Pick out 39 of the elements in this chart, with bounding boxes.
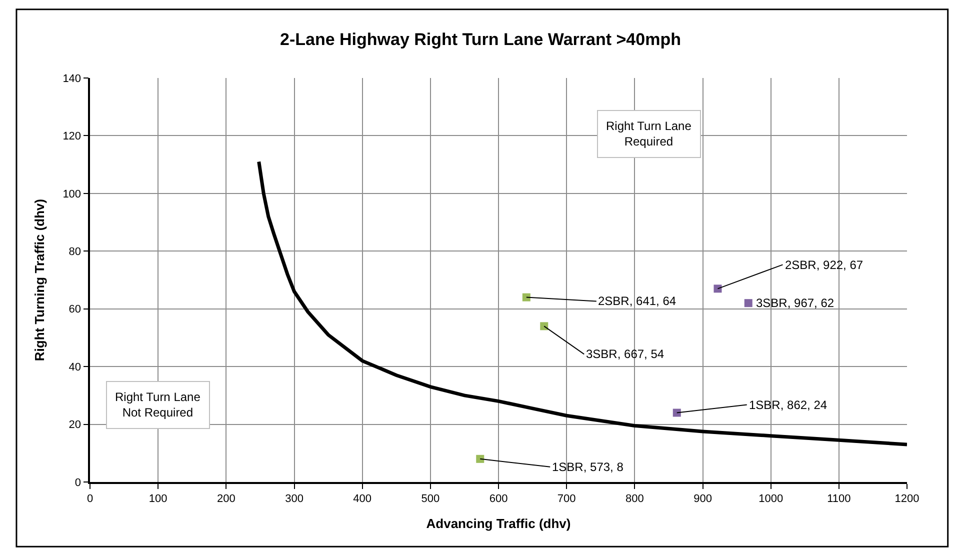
x-tick-label: 200 bbox=[216, 492, 236, 505]
y-tick-label: 100 bbox=[62, 188, 82, 200]
x-tick-label: 900 bbox=[694, 492, 712, 505]
data-label: 2SBR, 641, 64 bbox=[598, 294, 676, 308]
y-tick-label: 140 bbox=[62, 72, 82, 85]
x-tick-label: 1000 bbox=[758, 492, 784, 505]
y-tick-label: 120 bbox=[62, 130, 82, 143]
x-tick-label: 1200 bbox=[894, 492, 920, 505]
annotation: Right Turn Lane Required bbox=[606, 119, 692, 149]
y-tick-label: 20 bbox=[68, 419, 82, 432]
line-series bbox=[257, 160, 907, 446]
point bbox=[714, 284, 722, 293]
x-tick-label: 800 bbox=[625, 492, 644, 505]
y-tick-label: 0 bbox=[74, 476, 82, 489]
x-tick-label: 600 bbox=[489, 492, 508, 505]
x-tick-label: 1100 bbox=[827, 492, 851, 505]
data-label: 1SBR, 573, 8 bbox=[552, 460, 624, 474]
x-tick-label: 400 bbox=[353, 492, 372, 505]
x-axis-title: Advancing Traffic (dhv) bbox=[426, 516, 571, 532]
x-tick-label: 100 bbox=[148, 492, 168, 505]
point bbox=[522, 293, 530, 302]
point bbox=[540, 322, 548, 330]
x-tick-label: 500 bbox=[421, 492, 440, 505]
x-tick-label: 0 bbox=[86, 492, 94, 505]
annotation: Right Turn Lane Not Required bbox=[115, 390, 201, 420]
y-tick-label: 40 bbox=[68, 361, 82, 374]
y-axis-title: Right Turning Traffic (dhv) bbox=[32, 198, 48, 362]
y-tick-label: 60 bbox=[68, 304, 82, 316]
data-label: 3SBR, 967, 62 bbox=[756, 296, 834, 310]
point bbox=[672, 408, 681, 417]
point bbox=[744, 299, 752, 308]
y-tick-label: 80 bbox=[68, 246, 82, 258]
data-label: 2SBR, 922, 67 bbox=[785, 258, 864, 272]
data-label: 1SBR, 862, 24 bbox=[749, 398, 828, 412]
x-tick-label: 300 bbox=[285, 492, 304, 505]
point bbox=[476, 454, 484, 463]
chart-title: 2-Lane Highway Right Turn Lane Warrant >40mph bbox=[280, 30, 681, 50]
data-label: 3SBR, 667, 54 bbox=[586, 347, 664, 361]
x-tick-label: 700 bbox=[557, 492, 576, 505]
